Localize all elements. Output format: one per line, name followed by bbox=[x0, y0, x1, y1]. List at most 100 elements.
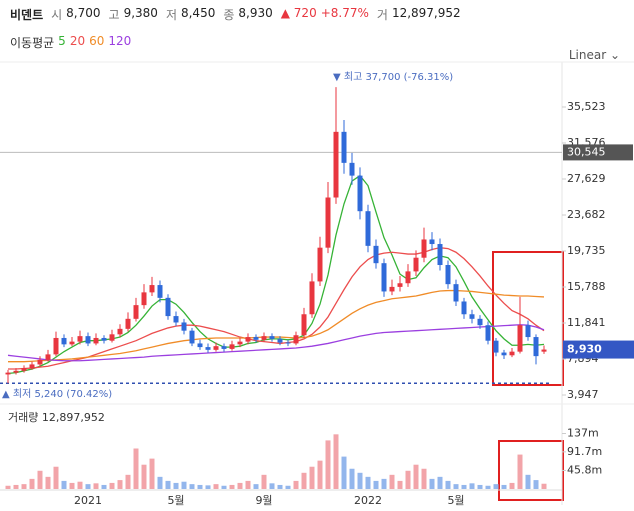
volume-value: 12,897,952 bbox=[391, 6, 461, 20]
volume-bar bbox=[77, 481, 83, 489]
candle-body bbox=[493, 340, 499, 353]
volume-title: 거래량 12,897,952 bbox=[8, 411, 105, 424]
candle-body bbox=[213, 346, 219, 350]
volume-bar bbox=[437, 476, 443, 489]
volume-bar bbox=[165, 480, 171, 489]
volume-bar bbox=[541, 483, 547, 489]
candle-body bbox=[197, 343, 203, 348]
volume-bar bbox=[533, 480, 539, 489]
volume-bar bbox=[453, 484, 459, 489]
candle-body bbox=[301, 314, 307, 336]
ma-title: 이동평균 bbox=[10, 36, 55, 50]
candle-body bbox=[229, 344, 235, 349]
volume-bar bbox=[69, 482, 75, 489]
y-tick-label: 35,523 bbox=[567, 100, 606, 113]
x-tick-label: 2022 bbox=[354, 494, 382, 507]
highlight-box bbox=[492, 251, 564, 386]
candle-body bbox=[125, 318, 131, 329]
volume-bar bbox=[253, 484, 259, 489]
candle-body bbox=[5, 372, 11, 375]
volume-bar bbox=[149, 458, 155, 489]
volume-bar bbox=[333, 434, 339, 489]
highlight-box bbox=[498, 440, 564, 501]
volume-bar bbox=[37, 470, 43, 489]
quote-label: 고 bbox=[108, 8, 120, 22]
candle-body bbox=[181, 322, 187, 331]
volume-bar bbox=[413, 464, 419, 489]
volume-bar bbox=[93, 483, 99, 489]
scale-label[interactable]: Linear bbox=[568, 48, 607, 62]
volume-bar bbox=[485, 485, 491, 489]
candle-body bbox=[405, 271, 411, 284]
volume-bar bbox=[141, 464, 147, 489]
volume-bar bbox=[205, 485, 211, 489]
candle-body bbox=[309, 281, 315, 315]
change: ▲ 720 bbox=[280, 6, 317, 20]
candle-body bbox=[373, 245, 379, 264]
candle-body bbox=[533, 337, 539, 357]
volume-bar bbox=[461, 484, 467, 489]
volume-bar bbox=[109, 482, 115, 489]
volume-bar bbox=[157, 476, 163, 489]
candle-body bbox=[69, 341, 75, 345]
candle-body bbox=[469, 314, 475, 319]
candle-body bbox=[365, 211, 371, 246]
volume-bar bbox=[469, 483, 475, 489]
candle-body bbox=[509, 351, 515, 356]
candle-body bbox=[389, 286, 395, 292]
volume-bar bbox=[317, 460, 323, 489]
volume-bar bbox=[85, 484, 91, 489]
ma-legend: 이동평균 5 20 60 120 bbox=[10, 34, 131, 51]
volume-bar bbox=[213, 484, 219, 489]
candle-body bbox=[85, 336, 91, 344]
volume-bar bbox=[341, 456, 347, 489]
x-tick-label: 2021 bbox=[74, 494, 102, 507]
volume-bar bbox=[189, 484, 195, 489]
candle-body bbox=[37, 359, 43, 365]
candle-body bbox=[293, 335, 299, 344]
volume-label: 거 bbox=[376, 8, 388, 22]
quote-value: 9,380 bbox=[123, 6, 158, 20]
crosshair-label: 30,545 bbox=[567, 145, 606, 158]
volume-bar bbox=[117, 480, 123, 489]
volume-bar bbox=[477, 484, 483, 489]
quote-value: 8,700 bbox=[66, 6, 101, 20]
legend-entry: 60 bbox=[89, 34, 105, 48]
volume-bar bbox=[245, 480, 251, 489]
candle-body bbox=[13, 370, 19, 373]
scale-toggle[interactable]: Linear ⌄ bbox=[568, 48, 620, 62]
y-tick-label: 91.7m bbox=[567, 445, 602, 458]
volume-bar bbox=[229, 484, 235, 489]
candle-body bbox=[269, 336, 275, 339]
last-price-label: 8,930 bbox=[567, 343, 602, 356]
candle-body bbox=[381, 263, 387, 292]
volume-bar bbox=[397, 480, 403, 489]
volume-bar bbox=[349, 468, 355, 489]
volume-bar bbox=[261, 474, 267, 489]
volume-bar bbox=[293, 480, 299, 489]
x-tick-label: 9월 bbox=[255, 494, 272, 507]
volume-bar bbox=[133, 448, 139, 489]
candle-body bbox=[77, 336, 83, 342]
candle-body bbox=[325, 197, 331, 248]
volume-bar bbox=[357, 472, 363, 489]
candle-body bbox=[357, 175, 363, 212]
volume-bar bbox=[5, 485, 11, 489]
candle-body bbox=[501, 352, 507, 356]
candle-body bbox=[485, 325, 491, 341]
quote-header: 비덴트 시 8,700 고 9,380 저 8,450 종 8,930 ▲ 720 +8.77% 거… bbox=[10, 6, 461, 23]
quote-label: 종 bbox=[223, 8, 235, 22]
candle-body bbox=[45, 354, 51, 360]
volume-bar bbox=[285, 485, 291, 489]
candle-body bbox=[285, 342, 291, 344]
volume-bar bbox=[405, 470, 411, 489]
volume-bar bbox=[173, 482, 179, 489]
volume-bar bbox=[421, 468, 427, 489]
volume-bar bbox=[197, 484, 203, 489]
candle-body bbox=[157, 285, 163, 298]
candle-body bbox=[541, 349, 547, 352]
candle-body bbox=[429, 239, 435, 245]
candle-body bbox=[461, 301, 467, 315]
x-tick-label: 5월 bbox=[167, 494, 184, 507]
